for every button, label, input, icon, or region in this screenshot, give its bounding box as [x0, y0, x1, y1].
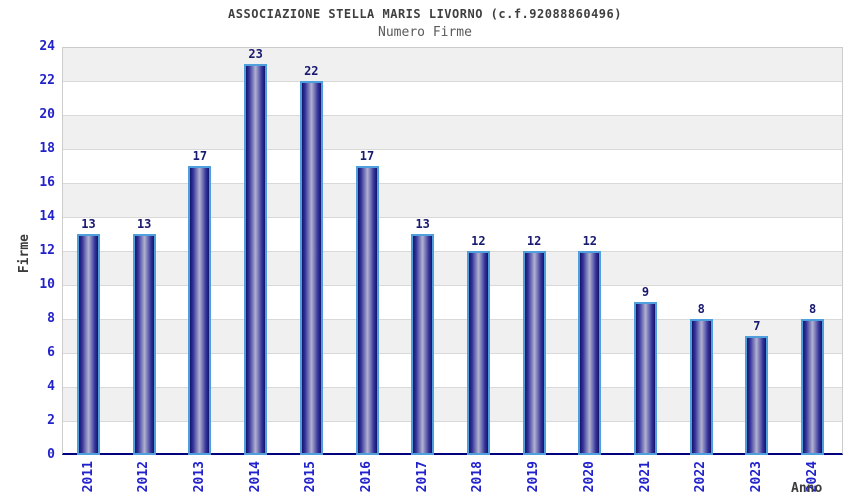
bar-value-label: 8 — [808, 302, 817, 316]
gridline — [62, 353, 843, 354]
x-tick-label: 2014 — [247, 461, 263, 493]
plot-band — [62, 47, 843, 81]
plot-band — [62, 319, 843, 353]
y-tick-label: 22 — [39, 73, 55, 88]
gridline — [62, 387, 843, 388]
gridline — [62, 421, 843, 422]
gridline — [62, 319, 843, 320]
plot-band — [62, 217, 843, 251]
gridline — [62, 217, 843, 218]
bar-value-label: 13 — [136, 217, 152, 231]
x-tick-label: 2019 — [526, 461, 542, 493]
plot-band — [62, 251, 843, 285]
y-tick-label: 24 — [39, 39, 55, 54]
x-tick-label: 2012 — [136, 461, 152, 493]
y-tick-label: 12 — [39, 243, 55, 258]
bar-2015 — [299, 81, 323, 455]
bar-value-label: 8 — [697, 302, 705, 316]
bar-2022 — [689, 319, 713, 455]
y-tick-label: 18 — [39, 141, 55, 156]
gridline — [62, 149, 843, 150]
bar-2018 — [466, 251, 490, 455]
x-tick-label: 2021 — [637, 461, 653, 493]
bar-value-label: 12 — [526, 234, 542, 248]
plot-band — [62, 421, 843, 455]
x-tick-label: 2022 — [693, 461, 709, 493]
y-tick-label: 10 — [39, 277, 55, 292]
bar-2013 — [188, 166, 212, 455]
bar-2023 — [745, 336, 769, 455]
bar-value-label: 13 — [81, 217, 96, 231]
bar-value-label: 22 — [304, 64, 319, 78]
x-tick-label: 2018 — [470, 461, 486, 493]
y-tick-label: 16 — [39, 175, 55, 190]
y-tick-label: 20 — [39, 107, 55, 122]
bar-value-label: 9 — [641, 285, 650, 299]
plot-band — [62, 353, 843, 387]
plot-band — [62, 387, 843, 421]
gridline — [62, 183, 843, 184]
x-tick-label: 2023 — [748, 461, 764, 493]
bar-2014 — [244, 64, 268, 455]
x-tick-label: 2016 — [359, 461, 374, 493]
bar-value-label: 17 — [192, 149, 208, 163]
chart-title: ASSOCIAZIONE STELLA MARIS LIVORNO (c.f.9… — [228, 7, 622, 21]
gridline — [62, 115, 843, 116]
plot-band — [62, 183, 843, 217]
y-tick-label: 6 — [47, 345, 55, 360]
x-axis-title: Anno — [791, 481, 823, 496]
x-tick-label: 2020 — [581, 461, 597, 493]
y-tick-label: 8 — [47, 311, 55, 326]
plot-band — [62, 285, 843, 319]
bar-2020 — [578, 251, 602, 455]
bar-value-label: 23 — [248, 47, 263, 61]
y-tick-label: 14 — [39, 209, 55, 224]
bar-value-label: 12 — [471, 234, 486, 248]
x-tick-label: 2011 — [80, 461, 96, 493]
y-tick-label: 4 — [47, 379, 55, 394]
bar-value-label: 13 — [415, 217, 430, 231]
bar-value-label: 12 — [582, 234, 598, 248]
y-tick-label: 0 — [47, 447, 55, 462]
y-tick-label: 2 — [47, 413, 55, 428]
bar-2011 — [77, 234, 100, 455]
bar-value-label: 17 — [359, 149, 375, 163]
bar-value-label: 7 — [753, 319, 761, 333]
x-tick-label: 2015 — [303, 461, 319, 493]
gridline — [62, 285, 843, 286]
bar-2017 — [411, 234, 435, 455]
x-tick-label: 2017 — [414, 461, 430, 493]
bar-2021 — [634, 302, 657, 455]
bar-2012 — [132, 234, 156, 455]
gridline — [62, 251, 843, 252]
chart-subtitle: Numero Firme — [378, 25, 472, 40]
plot-area: 13 13 17 23 22 17 13 12 12 12 9 8 7 8 — [62, 47, 843, 455]
gridline — [62, 81, 843, 82]
x-tick-label: 2013 — [191, 461, 207, 493]
bar-2024 — [801, 319, 825, 455]
bar-2019 — [522, 251, 546, 455]
plot-band — [62, 115, 843, 149]
plot-band — [62, 81, 843, 115]
bar-2016 — [355, 166, 379, 455]
